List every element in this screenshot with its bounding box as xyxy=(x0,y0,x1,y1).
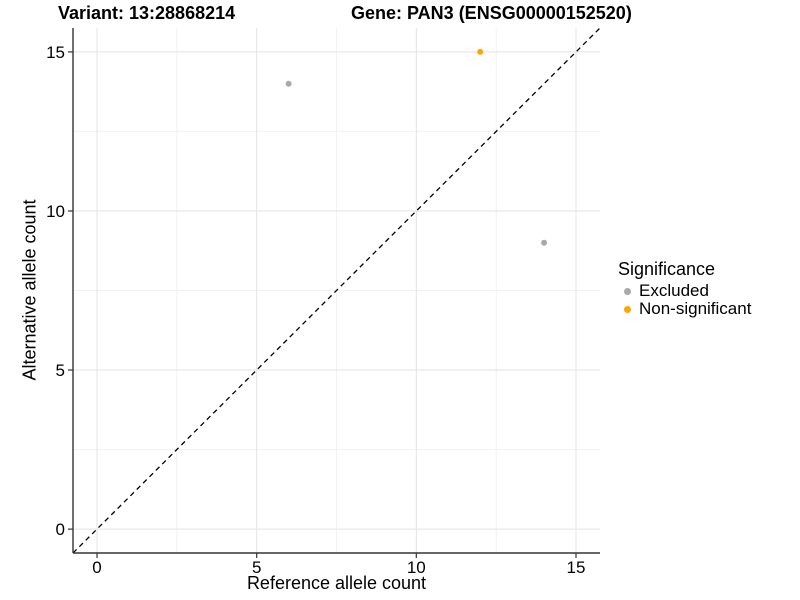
y-tick-label: 10 xyxy=(46,202,65,221)
legend-item-excluded-label: Excluded xyxy=(639,281,709,300)
y-tick-label: 0 xyxy=(56,520,65,539)
excluded-point-icon xyxy=(624,287,631,295)
y-tick-label: 5 xyxy=(56,361,65,380)
x-tick-label: 0 xyxy=(92,558,101,577)
y-axis-title: Alternative allele count xyxy=(19,199,40,381)
legend-item-excluded: Excluded xyxy=(618,281,751,300)
y-tick-label: 15 xyxy=(46,43,65,62)
gene-title: Gene: PAN3 (ENSG00000152520) xyxy=(351,3,632,23)
x-tick-label: 15 xyxy=(567,558,586,577)
x-tick-label: 10 xyxy=(407,558,426,577)
legend-item-non-significant-label: Non-significant xyxy=(639,299,752,318)
identity-dashed-line xyxy=(72,27,601,554)
legend: Significance Excluded Non-significant xyxy=(618,259,751,318)
variant-title: Variant: 13:28868214 xyxy=(58,3,236,23)
x-axis-title: Reference allele count xyxy=(246,573,427,593)
data-point-non-significant xyxy=(477,48,484,55)
legend-title: Significance xyxy=(618,259,716,279)
x-tick-label: 5 xyxy=(252,558,261,577)
legend-item-non-significant: Non-significant xyxy=(618,299,752,318)
non-significant-point-icon xyxy=(624,305,631,313)
data-point-excluded xyxy=(285,80,292,87)
data-point-excluded xyxy=(541,239,548,246)
